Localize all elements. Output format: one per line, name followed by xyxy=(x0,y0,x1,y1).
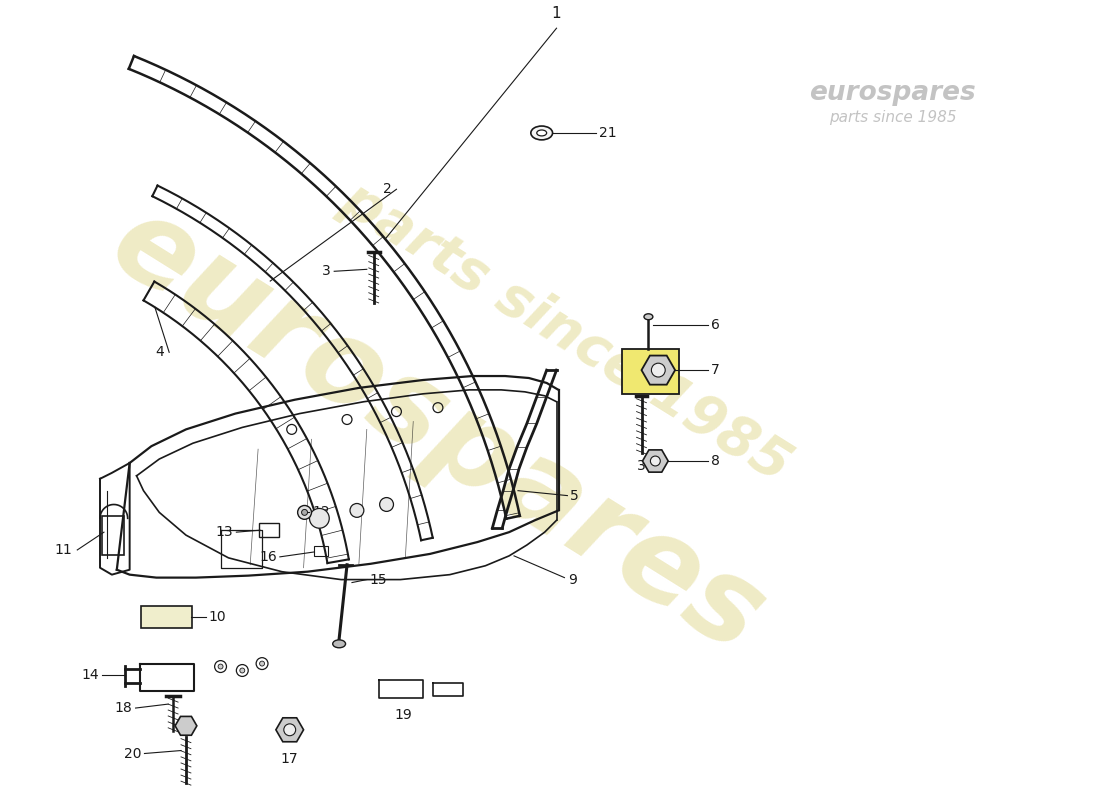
Circle shape xyxy=(309,509,329,528)
Circle shape xyxy=(350,503,364,518)
Text: 13: 13 xyxy=(216,525,233,539)
Circle shape xyxy=(260,661,264,666)
Circle shape xyxy=(284,724,296,736)
Circle shape xyxy=(298,506,311,519)
Circle shape xyxy=(650,456,660,466)
Circle shape xyxy=(240,668,245,673)
Text: 4: 4 xyxy=(155,346,164,359)
FancyBboxPatch shape xyxy=(621,350,679,394)
Text: 6: 6 xyxy=(711,318,719,332)
Text: eurospares: eurospares xyxy=(810,81,976,106)
Text: 7: 7 xyxy=(711,363,719,377)
Text: eurospares: eurospares xyxy=(91,185,784,678)
Text: 3: 3 xyxy=(321,264,330,278)
Text: 12: 12 xyxy=(312,506,330,519)
Text: 15: 15 xyxy=(370,573,387,586)
Text: 17: 17 xyxy=(280,751,298,766)
Text: 2: 2 xyxy=(383,182,392,196)
Text: parts since 1985: parts since 1985 xyxy=(828,110,956,125)
Text: 14: 14 xyxy=(81,669,99,682)
Ellipse shape xyxy=(332,640,345,648)
Ellipse shape xyxy=(531,126,552,140)
Ellipse shape xyxy=(644,314,653,320)
Circle shape xyxy=(379,498,394,511)
Text: 9: 9 xyxy=(569,573,578,586)
Ellipse shape xyxy=(537,130,547,136)
Text: 3: 3 xyxy=(637,459,646,473)
Text: 18: 18 xyxy=(114,701,133,715)
FancyBboxPatch shape xyxy=(141,606,191,628)
Circle shape xyxy=(218,664,223,669)
Text: 1: 1 xyxy=(552,6,561,22)
Circle shape xyxy=(301,510,308,515)
Text: 20: 20 xyxy=(124,746,142,761)
Circle shape xyxy=(651,363,666,377)
Text: parts since 1985: parts since 1985 xyxy=(332,172,801,493)
Text: 5: 5 xyxy=(571,489,579,502)
Text: 19: 19 xyxy=(395,708,412,722)
Text: 11: 11 xyxy=(55,543,73,557)
Text: 8: 8 xyxy=(711,454,719,468)
Text: 21: 21 xyxy=(600,126,617,140)
Text: 16: 16 xyxy=(260,550,277,564)
Text: 10: 10 xyxy=(209,610,227,624)
